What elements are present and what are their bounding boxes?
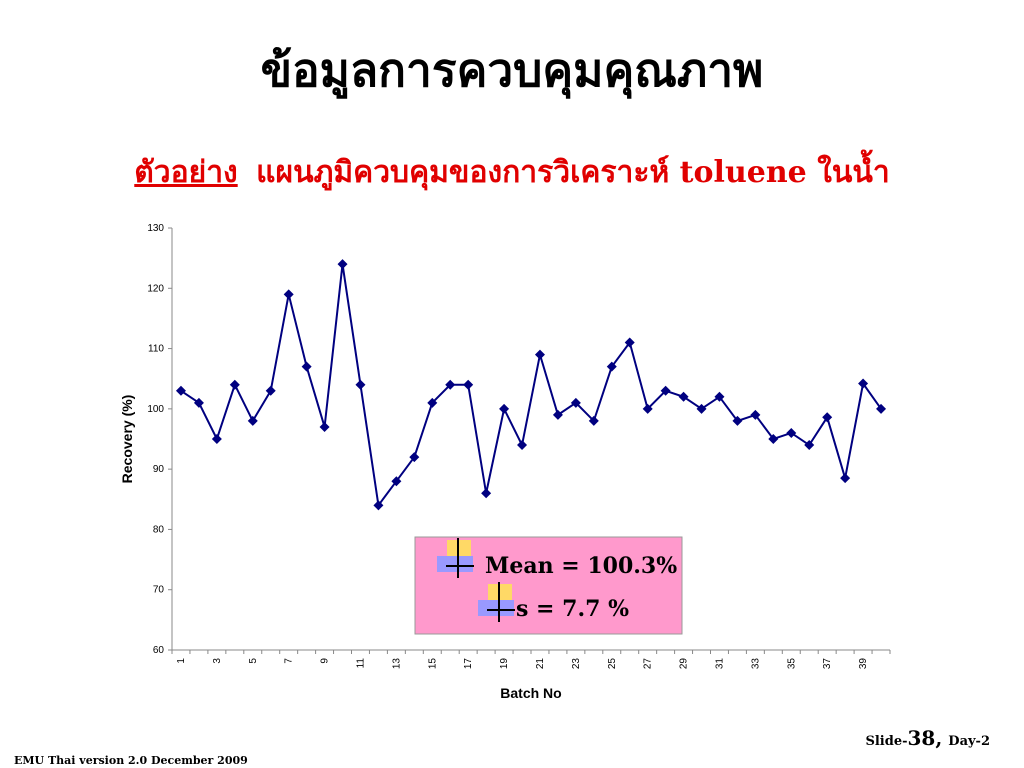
series-line [180, 264, 882, 508]
x-tick-label: 31 [714, 658, 725, 670]
day-label: Day-2 [948, 734, 990, 749]
y-tick-label: 100 [147, 404, 164, 415]
data-point [642, 403, 653, 414]
data-point [750, 409, 761, 420]
y-tick-label: 90 [153, 464, 165, 475]
x-tick-label: 17 [463, 658, 474, 670]
footer-right: Slide-38, Day-2 [865, 726, 990, 750]
x-tick-label: 27 [643, 658, 654, 670]
data-point [463, 379, 474, 390]
data-point [481, 488, 492, 499]
data-point [211, 434, 222, 444]
mean-annotation: Mean = 100.3% [485, 553, 677, 579]
x-tick-label: 23 [571, 658, 582, 670]
x-tick-label: 37 [822, 658, 833, 670]
data-point [822, 412, 833, 423]
data-point [876, 403, 887, 414]
data-point [409, 452, 420, 463]
x-axis-label: Batch No [500, 685, 561, 701]
data-point [283, 289, 294, 300]
x-tick-label: 7 [284, 658, 295, 664]
x-tick-label: 39 [858, 658, 869, 670]
x-tick-label: 25 [607, 658, 618, 670]
data-point [714, 391, 725, 402]
data-point [391, 476, 402, 487]
slide-title: ข้อมูลการควบคุมคุณภาพ [261, 43, 764, 99]
data-point [499, 403, 510, 414]
data-point [534, 349, 545, 360]
x-tick-label: 19 [499, 658, 510, 670]
slide-number: 38, [908, 726, 943, 750]
data-point [517, 440, 528, 451]
x-tick-label: 35 [786, 658, 797, 670]
subtitle-lead: ตัวอย่าง [134, 155, 237, 190]
x-tick-label: 5 [248, 658, 259, 664]
data-point [355, 379, 366, 390]
data-point [427, 397, 438, 408]
x-tick-label: 13 [391, 658, 402, 670]
data-point [858, 378, 869, 389]
data-point [373, 500, 384, 511]
x-tick-label: 11 [355, 658, 366, 669]
x-tick-label: 9 [320, 658, 331, 664]
data-point [786, 427, 797, 438]
x-tick-label: 15 [427, 658, 438, 670]
y-tick-label: 60 [153, 645, 165, 656]
data-point [552, 409, 563, 420]
data-point [301, 361, 312, 372]
data-point [570, 397, 581, 408]
data-point [768, 434, 779, 444]
data-point [804, 440, 815, 451]
data-point [265, 385, 276, 396]
y-tick-label: 80 [153, 524, 165, 535]
data-point [678, 391, 689, 402]
subtitle-rest: แผนภูมิควบคุมของการวิเคราะห์ toluene ในน… [256, 149, 890, 191]
y-tick-label: 110 [148, 344, 164, 355]
data-point [840, 473, 851, 484]
y-axis-label: Recovery (%) [119, 395, 135, 484]
y-tick-label: 120 [147, 283, 164, 294]
sd-annotation: s = 7.7 % [516, 596, 629, 622]
x-tick-label: 33 [750, 658, 761, 670]
y-tick-label: 70 [153, 585, 165, 596]
data-point [606, 361, 617, 372]
data-point [229, 379, 240, 390]
data-point [732, 415, 743, 426]
data-point [175, 385, 186, 396]
icon [478, 582, 515, 622]
x-tick-label: 29 [679, 658, 690, 670]
x-tick-label: 21 [535, 658, 546, 670]
data-point [337, 259, 348, 270]
icon [437, 538, 474, 578]
footer-left: EMU Thai version 2.0 December 2009 [14, 754, 248, 767]
data-point [588, 415, 599, 426]
data-point [193, 397, 204, 408]
x-tick-label: 3 [212, 658, 223, 664]
data-point [247, 415, 258, 426]
slide-label: Slide- [865, 734, 907, 749]
y-tick-label: 130 [147, 223, 164, 234]
data-point [660, 385, 671, 396]
data-point [445, 379, 456, 390]
slide-subtitle: ตัวอย่าง แผนภูมิควบคุมของการวิเคราะห์ to… [134, 149, 889, 191]
x-tick-label: 1 [176, 658, 187, 664]
data-point [696, 403, 707, 414]
data-point [319, 421, 330, 432]
data-point [624, 337, 635, 348]
